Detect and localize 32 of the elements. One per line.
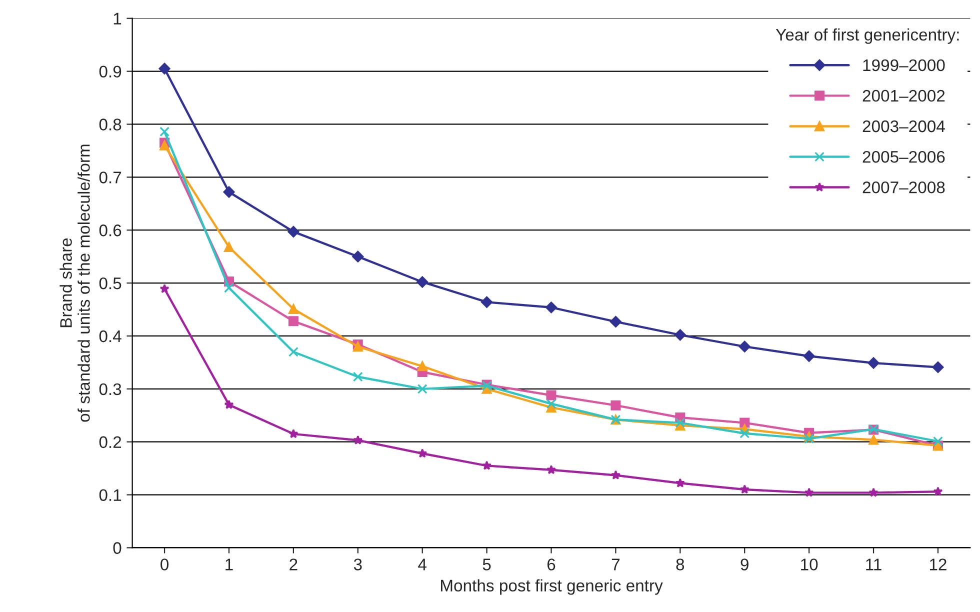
y-tick-label: 0.7 bbox=[99, 172, 122, 184]
x-tick-label: 10 bbox=[801, 558, 818, 570]
y-tick-label: 0.3 bbox=[99, 383, 122, 396]
legend-label: 2007–2008 bbox=[862, 181, 945, 194]
x-tick-label: 5 bbox=[482, 558, 491, 570]
x-tick-label: 3 bbox=[354, 558, 362, 570]
y-tick-label: 0.6 bbox=[99, 224, 122, 236]
legend-label: 2005–2006 bbox=[862, 150, 945, 163]
y-axis-title: Brand share of standard units of the molecule/form bbox=[60, 144, 90, 422]
x-axis-title: Months post first generic entry bbox=[441, 579, 663, 595]
x-tick-label: 6 bbox=[547, 558, 556, 570]
x-tick-label: 8 bbox=[676, 558, 684, 570]
legend-label: 2001–2002 bbox=[862, 90, 945, 102]
y-tick-label: 1 bbox=[114, 12, 122, 24]
y-tick-label: 0.9 bbox=[99, 66, 122, 78]
x-tick-label: 12 bbox=[930, 558, 946, 570]
legend-label: 1999–2000 bbox=[863, 59, 945, 72]
y-tick-label: 0 bbox=[113, 542, 122, 554]
x-tick-label: 0 bbox=[160, 558, 169, 570]
legend-title: Year of first genericentry: bbox=[776, 28, 959, 44]
x-tick-label: 7 bbox=[612, 558, 620, 570]
x-tick-label: 4 bbox=[418, 558, 426, 570]
legend-label: 2003–2004 bbox=[862, 120, 945, 132]
y-tick-label: 0.2 bbox=[99, 436, 122, 448]
y-tick-label: 0.4 bbox=[99, 330, 122, 342]
x-tick-label: 2 bbox=[290, 558, 298, 570]
y-tick-label: 0.1 bbox=[99, 489, 122, 502]
x-tick-label: 11 bbox=[866, 558, 882, 570]
y-tick-label: 0.8 bbox=[99, 118, 122, 130]
x-tick-label: 9 bbox=[740, 558, 748, 570]
y-tick-label: 0.5 bbox=[99, 277, 122, 290]
x-tick-label: 1 bbox=[226, 558, 233, 570]
